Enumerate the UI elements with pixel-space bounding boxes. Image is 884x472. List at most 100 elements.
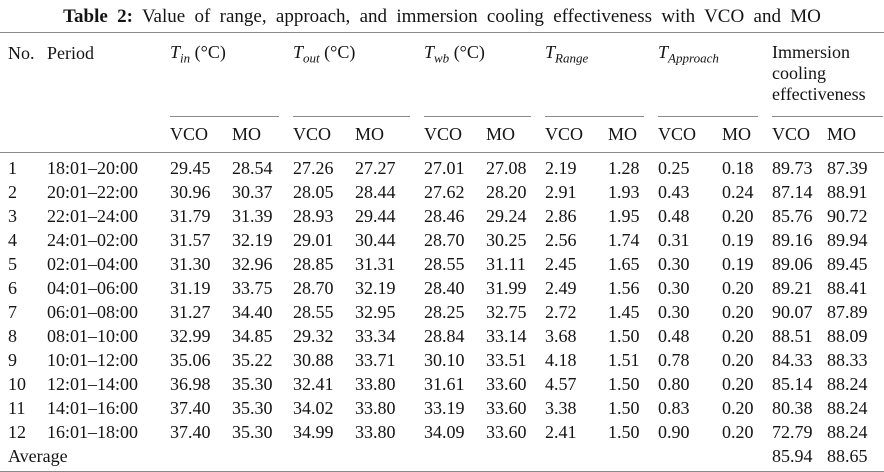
value-cell: 28.25 <box>424 302 465 322</box>
value-cell: 34.09 <box>424 422 465 442</box>
value-cell: 27.62 <box>424 182 465 202</box>
value-cell: 33.60 <box>486 398 527 418</box>
value-cell: 2.56 <box>545 230 577 250</box>
value-cell: 87.14 <box>772 182 813 202</box>
value-cell: 4.18 <box>545 350 577 370</box>
value-cell: 28.46 <box>424 206 465 226</box>
value-cell: 2.72 <box>545 302 577 322</box>
value-cell: 1.93 <box>608 182 640 202</box>
value-cell: 0.20 <box>722 302 754 322</box>
value-cell: 1.50 <box>608 422 640 442</box>
value-cell: 35.30 <box>232 374 273 394</box>
value-cell: 0.19 <box>722 230 754 250</box>
row-number-cell: 3 <box>8 206 17 226</box>
value-cell: 0.20 <box>722 398 754 418</box>
value-cell: 89.45 <box>827 254 868 274</box>
average-label-cell: Average <box>0 444 773 472</box>
subheader-mo: MO <box>232 118 293 153</box>
value-cell: 0.90 <box>658 422 690 442</box>
value-cell: 72.79 <box>772 422 813 442</box>
table-row: 10 12:01–14:00 36.98 35.30 32.41 33.80 31.61 33… <box>0 372 884 396</box>
table-row: 8 08:01–10:00 32.99 34.85 29.32 33.34 28.84 33.… <box>0 324 884 348</box>
subheader-vco: VCO <box>772 118 828 153</box>
value-cell: 33.19 <box>424 398 465 418</box>
value-cell: 33.80 <box>355 422 396 442</box>
average-row: Average 85.94 88.65 <box>0 444 884 472</box>
value-cell: 28.40 <box>424 278 465 298</box>
value-cell: 0.20 <box>722 206 754 226</box>
value-cell: 27.08 <box>486 158 527 178</box>
value-cell: 0.19 <box>722 254 754 274</box>
value-cell: 37.40 <box>170 398 211 418</box>
subheader-mo: MO <box>355 118 424 153</box>
value-cell: 28.70 <box>424 230 465 250</box>
value-cell: 33.75 <box>232 278 273 298</box>
value-cell: 29.01 <box>293 230 334 250</box>
row-number-cell: 1 <box>8 158 17 178</box>
value-cell: 31.57 <box>170 230 211 250</box>
value-cell: 28.54 <box>232 158 273 178</box>
value-cell: 85.76 <box>772 206 813 226</box>
value-cell: 30.96 <box>170 182 211 202</box>
period-cell: 10:01–12:00 <box>47 350 139 370</box>
row-number-cell: 2 <box>8 182 17 202</box>
period-cell: 22:01–24:00 <box>47 206 139 226</box>
value-cell: 2.45 <box>545 254 577 274</box>
value-cell: 33.34 <box>355 326 396 346</box>
value-cell: 31.79 <box>170 206 211 226</box>
value-cell: 33.51 <box>486 350 527 370</box>
value-cell: 0.20 <box>722 422 754 442</box>
period-cell: 18:01–20:00 <box>47 158 139 178</box>
column-header-no: No. <box>0 32 47 153</box>
value-cell: 34.02 <box>293 398 334 418</box>
value-cell: 0.30 <box>658 278 690 298</box>
value-cell: 32.19 <box>232 230 273 250</box>
value-cell: 31.39 <box>232 206 273 226</box>
column-group-header: TApproach <box>658 33 772 119</box>
value-cell: 31.30 <box>170 254 211 274</box>
period-cell: 14:01–16:00 <box>47 398 139 418</box>
value-cell: 0.20 <box>722 350 754 370</box>
table-caption-text: Value of range, approach, and immersion … <box>141 6 821 27</box>
subheader-mo: MO <box>486 118 546 153</box>
value-cell: 0.20 <box>722 278 754 298</box>
column-group-header: Immersion cooling effectiveness <box>772 33 884 119</box>
subheader-mo: MO <box>827 118 884 153</box>
value-cell: 0.83 <box>658 398 690 418</box>
value-cell: 30.37 <box>232 182 273 202</box>
value-cell: 37.40 <box>170 422 211 442</box>
value-cell: 33.14 <box>486 326 527 346</box>
row-number-cell: 11 <box>8 398 26 418</box>
value-cell: 88.33 <box>827 350 868 370</box>
value-cell: 88.65 <box>827 444 884 472</box>
period-cell: 08:01–10:00 <box>47 326 139 346</box>
value-cell: 1.50 <box>608 326 640 346</box>
column-group-header: Tout (°C) <box>293 33 424 119</box>
value-cell: 85.14 <box>772 374 813 394</box>
value-cell: 80.38 <box>772 398 813 418</box>
value-cell: 27.01 <box>424 158 465 178</box>
value-cell: 34.99 <box>293 422 334 442</box>
value-cell: 35.06 <box>170 350 211 370</box>
value-cell: 33.80 <box>355 374 396 394</box>
value-cell: 29.45 <box>170 158 211 178</box>
value-cell: 0.25 <box>658 158 690 178</box>
column-header-period: Period <box>47 32 170 153</box>
table-row: 3 22:01–24:00 31.79 31.39 28.93 29.44 28.46 29.… <box>0 204 884 228</box>
value-cell: 36.98 <box>170 374 211 394</box>
value-cell: 28.70 <box>293 278 334 298</box>
table-row: 5 02:01–04:00 31.30 32.96 28.85 31.31 28.55 31.… <box>0 252 884 276</box>
value-cell: 88.24 <box>827 398 868 418</box>
table-row: 7 06:01–08:00 31.27 34.40 28.55 32.95 28.25 32.… <box>0 300 884 324</box>
table-row: 4 24:01–02:00 31.57 32.19 29.01 30.44 28.70 30.… <box>0 228 884 252</box>
value-cell: 88.24 <box>827 422 868 442</box>
value-cell: 0.20 <box>722 374 754 394</box>
row-number-cell: 5 <box>8 254 17 274</box>
value-cell: 28.85 <box>293 254 334 274</box>
value-cell: 0.43 <box>658 182 690 202</box>
value-cell: 32.95 <box>355 302 396 322</box>
value-cell: 27.27 <box>355 158 396 178</box>
value-cell: 0.80 <box>658 374 690 394</box>
value-cell: 1.28 <box>608 158 640 178</box>
